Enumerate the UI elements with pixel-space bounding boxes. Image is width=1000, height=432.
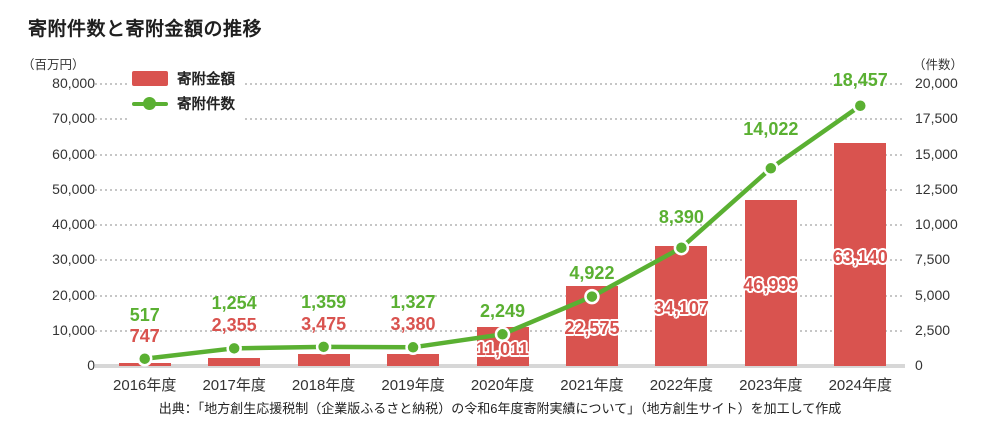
amount-value-label: 3,380 [390, 314, 436, 335]
right-axis-tick: 12,500 [915, 180, 958, 197]
gridline [95, 153, 905, 156]
right-axis-tick: 0 [915, 357, 923, 373]
left-axis-unit: （百万円） [22, 58, 85, 72]
right-axis-unit: （件数） [913, 58, 964, 72]
gridline [95, 83, 905, 85]
left-axis-tick: 80,000 [52, 75, 95, 91]
x-axis-label: 2016年度 [113, 377, 177, 394]
count-value-label: 18,457 [832, 69, 888, 90]
right-axis-tick: 15,000 [915, 145, 958, 162]
x-axis-label: 2019年度 [381, 377, 445, 394]
legend: 寄附金額 寄附件数 [128, 64, 245, 122]
line-series-marker-icon [132, 96, 168, 111]
amount-value-label: 22,575 [564, 318, 620, 339]
count-value-label: 4,922 [569, 262, 615, 283]
left-axis-tick: 70,000 [52, 110, 95, 127]
line-point-marker [315, 339, 332, 355]
right-axis-tick: 10,000 [915, 216, 958, 232]
x-axis-baseline [95, 364, 905, 368]
x-axis-label: 2023年度 [739, 377, 803, 394]
x-axis-label: 2022年度 [649, 377, 714, 394]
line-point-marker [226, 340, 242, 357]
bar-2019年度 [387, 354, 440, 366]
left-axis-tick: 0 [87, 357, 95, 373]
right-axis-tick: 17,500 [915, 110, 958, 127]
bar-2017年度 [208, 357, 261, 366]
source-note: 出典：「地方創生応援税制（企業版ふるさと納税）の令和6年度寄附実績について」（地… [158, 401, 842, 416]
right-axis-tick: 5,000 [915, 286, 951, 303]
right-axis-tick: 2,500 [915, 321, 951, 338]
legend-label-count: 寄附件数 [177, 96, 235, 113]
x-axis-label: 2021年度 [560, 377, 624, 394]
legend-label-amount: 寄附金額 [177, 71, 235, 88]
count-value-label: 8,390 [658, 206, 704, 227]
line-point-marker [852, 98, 869, 114]
amount-value-label: 11,011 [475, 338, 530, 359]
left-axis-tick: 10,000 [52, 321, 95, 338]
amount-value-label: 46,999 [743, 275, 799, 296]
x-axis-label: 2018年度 [291, 377, 356, 394]
line-point-marker [405, 339, 421, 356]
gridline [95, 188, 905, 191]
legend-item-count: 寄附件数 [132, 93, 235, 113]
left-axis-tick: 30,000 [52, 251, 95, 268]
bar-series-swatch-icon [132, 70, 168, 86]
left-axis-tick: 40,000 [52, 216, 95, 232]
left-axis-tick: 20,000 [52, 286, 95, 303]
amount-value-label: 63,140 [832, 246, 888, 267]
right-axis-tick: 7,500 [915, 251, 951, 268]
x-axis-label: 2017年度 [202, 377, 266, 394]
bar-2016年度 [118, 363, 171, 366]
left-axis-tick: 60,000 [52, 145, 95, 162]
x-axis-label: 2024年度 [828, 377, 892, 394]
line-point-marker [763, 160, 779, 177]
right-axis-tick: 20,000 [915, 75, 958, 91]
bar-2018年度 [297, 353, 350, 366]
count-value-label: 14,022 [743, 119, 799, 140]
x-axis-label: 2020年度 [470, 377, 535, 394]
legend-item-amount: 寄附金額 [132, 68, 235, 88]
chart-title: 寄附件数と寄附金額の推移 [28, 19, 263, 40]
amount-value-label: 34,107 [653, 297, 709, 318]
left-axis-tick: 50,000 [52, 180, 95, 197]
